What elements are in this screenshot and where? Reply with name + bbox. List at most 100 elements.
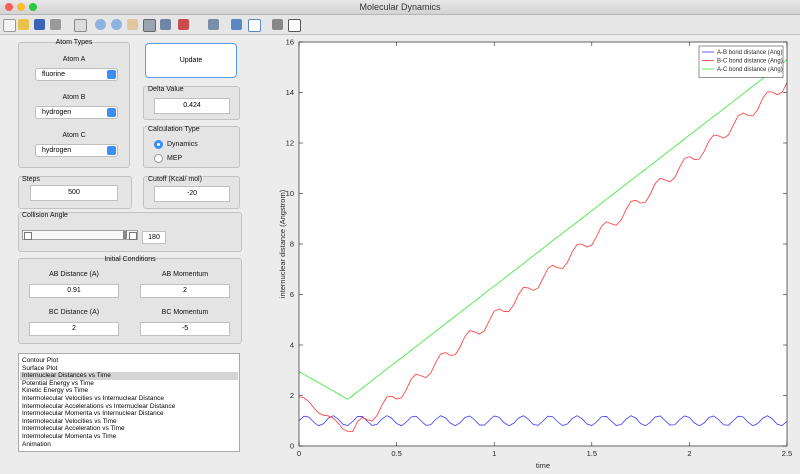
field-label: AB Distance (A) [49,271,99,278]
y-tick-label: 12 [286,139,294,148]
dropdown-arrow[interactable] [107,146,116,155]
zoom-out-icon[interactable] [111,19,122,30]
y-tick-label: 0 [290,442,294,451]
minimize-button[interactable] [17,3,25,11]
show-tools-icon[interactable] [288,19,301,32]
series-line [298,82,788,433]
dropdown-text: fluorine [42,71,65,78]
field-input[interactable]: 2 [140,284,230,298]
pointer-icon[interactable] [74,19,87,32]
group-title: Collision Angle [22,212,68,219]
group-title: Calculation Type [148,126,200,133]
x-tick-label: 0 [297,449,301,458]
angle-input[interactable]: 180 [142,231,166,244]
list-item[interactable]: Surface Plot [22,364,58,372]
x-tick-label: 1 [492,449,496,458]
zoom-button[interactable] [29,3,37,11]
legend-label: A-C bond distance (Ang) [717,67,783,73]
dropdown-text: hydrogen [42,147,72,154]
close-button[interactable] [5,3,13,11]
list-item[interactable]: Potential Energy vs Time [22,379,94,387]
slider-thumb[interactable] [123,231,127,239]
atom-dropdown[interactable]: hydrogen [35,144,118,157]
delta-input[interactable]: 0.424 [154,98,230,114]
y-tick-label: 2 [290,391,294,400]
toolbar [0,15,800,35]
series-line [298,415,788,427]
list-item[interactable]: Contour Plot [22,357,59,364]
y-axis-label: internuclear distance (Angstrom) [278,189,287,298]
atom-dropdown[interactable]: fluorine [35,68,118,81]
x-tick-label: 2 [687,449,691,458]
plot-list[interactable]: Contour Plot Surface Plot Internuclear Dis… [18,353,240,452]
y-tick-label: 16 [286,38,294,47]
title-bar: Molecular Dynamics [0,0,800,15]
list-item[interactable]: Intermolecular Accelerations vs Internuc… [22,402,176,410]
field-input[interactable]: -5 [140,322,230,336]
save-icon[interactable] [34,19,45,30]
y-tick-label: 10 [286,189,294,198]
radio-label: MEP [167,155,183,162]
list-item[interactable]: Kinetic Energy vs Time [22,387,89,395]
radio-button[interactable] [154,140,163,149]
atom-label: Atom C [62,132,86,139]
hide-tools-icon[interactable] [272,19,283,30]
field-input[interactable]: 0.91 [29,284,119,298]
list-item[interactable]: Internuclear Distances vs Time [20,372,238,380]
legend-box [698,45,784,78]
atom-dropdown[interactable]: hydrogen [35,106,118,119]
x-axis-label: time [536,461,550,470]
rotate-icon[interactable] [143,19,156,32]
y-tick-label: 8 [290,240,294,249]
angle-slider[interactable] [22,230,138,240]
pan-icon[interactable] [127,19,138,30]
field-label: AB Momentum [161,271,209,278]
list-item[interactable]: Intermolecular Velocities vs Internuclea… [22,395,164,402]
list-item[interactable]: Intermolecular Momenta vs Internuclear D… [22,410,164,418]
brush-icon[interactable] [178,19,189,30]
y-tick-label: 14 [286,88,294,97]
dropdown-text: hydrogen [42,109,72,116]
radio-button[interactable] [154,154,163,163]
x-tick-label: 2.5 [782,449,792,458]
list-item[interactable]: Intermolecular Velocities vs Time [22,417,117,425]
slider-right-arrow[interactable] [129,232,137,240]
zoom-in-icon[interactable] [95,19,106,30]
window-title: Molecular Dynamics [359,2,441,12]
datacursor-icon[interactable] [160,19,171,30]
group-title: Initial Conditions [104,256,156,263]
x-tick-label: 0.5 [391,449,401,458]
group-title: Cutoff (Kcal/ mol) [148,176,202,183]
axes-box [298,41,788,447]
list-item[interactable]: Intermolecular Momenta vs Time [22,433,117,440]
open-icon[interactable] [18,19,29,30]
slider-left-arrow[interactable] [24,232,32,240]
list-item[interactable]: Animation [22,440,51,448]
y-tick-label: 6 [290,290,294,299]
legend-label: B-C bond distance (Ang) [717,59,783,65]
steps-input[interactable]: 500 [30,185,118,201]
field-input[interactable]: 2 [29,322,119,336]
print-icon[interactable] [50,19,61,30]
plot-area [299,42,787,446]
x-tick-label: 1.5 [587,449,597,458]
atom-label: Atom B [62,94,86,101]
chart: 0 0.5 1 1.5 2 2.5 0 2 4 6 8 10 12 14 16 time internuclea… [278,38,792,471]
colorbar-icon[interactable] [231,19,242,30]
group-title: Atom Types [55,39,93,46]
dropdown-arrow[interactable] [107,70,116,79]
radio-label: Dynamics [167,141,198,148]
legend-label: A-B bond distance (Ang) [717,50,782,56]
list-item[interactable]: Intermolecular Acceleration vs Time [22,425,125,433]
new-icon[interactable] [3,19,16,32]
legend-icon[interactable] [248,19,261,32]
series-line [298,59,788,400]
y-tick-label: 4 [290,341,294,350]
atom-label: Atom A [62,56,86,63]
cutoff-input[interactable]: -20 [154,186,230,202]
group-title: Delta Value [148,86,184,93]
link-icon[interactable] [208,19,219,30]
dropdown-arrow[interactable] [107,108,116,117]
update-button[interactable]: Update [145,43,237,78]
